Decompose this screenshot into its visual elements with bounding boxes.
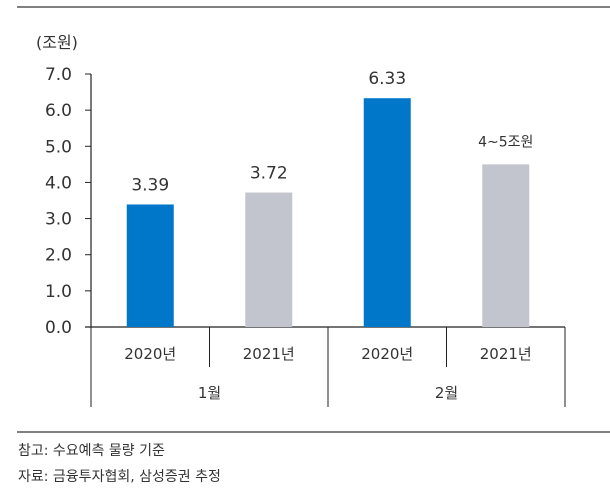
data-label: 3.39: [131, 175, 169, 195]
y-tick-label: 4.0: [45, 173, 72, 193]
x-tick-label: 2020년: [361, 345, 413, 363]
data-label: 4~5조원: [478, 134, 533, 150]
bar: [363, 98, 411, 327]
y-tick-label: 6.0: [45, 101, 72, 121]
y-tick-label: 7.0: [45, 65, 72, 85]
data-label: 3.72: [250, 164, 288, 184]
bar: [245, 192, 293, 327]
bar: [126, 204, 174, 327]
x-tick-label: 2020년: [124, 345, 176, 363]
y-tick-label: 1.0: [45, 282, 72, 302]
group-label: 1월: [198, 384, 221, 402]
unit-label: (조원): [36, 33, 78, 52]
x-tick-label: 2021년: [243, 345, 295, 363]
top-rule: [17, 6, 610, 8]
bar-chart: (조원) 0.0 1.0 2.0 3.0 4.0 5.0 6.0 7.0 3.39 2020년 3.7…: [36, 33, 566, 407]
data-label: 6.33: [368, 69, 406, 89]
y-tick-label: 3.0: [45, 210, 72, 230]
reference-note: 참고: 수요예측 물량 기준: [18, 443, 165, 459]
group-label: 2월: [435, 384, 458, 402]
y-tick-label: 2.0: [45, 246, 72, 266]
y-tick-label: 0.0: [45, 318, 72, 338]
source-note: 자료: 금융투자협회, 삼성증권 추정: [18, 469, 221, 485]
bar: [482, 164, 530, 327]
bottom-rule: [17, 431, 610, 433]
x-tick-label: 2021년: [480, 345, 532, 363]
y-tick-label: 5.0: [45, 137, 72, 157]
